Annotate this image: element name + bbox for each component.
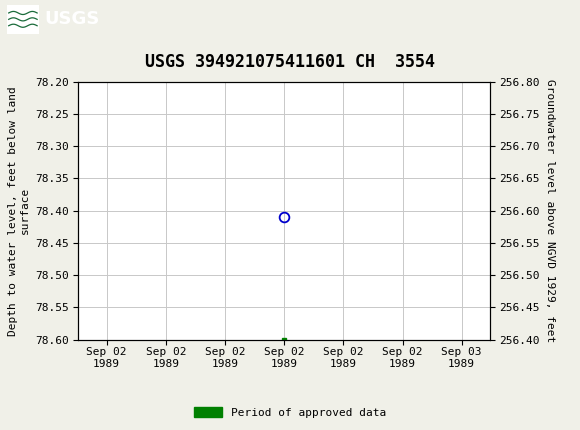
Bar	[7, 5, 39, 34]
Y-axis label: Groundwater level above NGVD 1929, feet: Groundwater level above NGVD 1929, feet	[545, 79, 555, 342]
Text: USGS 394921075411601 CH  3554: USGS 394921075411601 CH 3554	[145, 53, 435, 71]
Text: USGS: USGS	[45, 10, 100, 28]
Y-axis label: Depth to water level, feet below land
surface: Depth to water level, feet below land su…	[8, 86, 30, 335]
Legend: Period of approved data: Period of approved data	[190, 403, 390, 422]
